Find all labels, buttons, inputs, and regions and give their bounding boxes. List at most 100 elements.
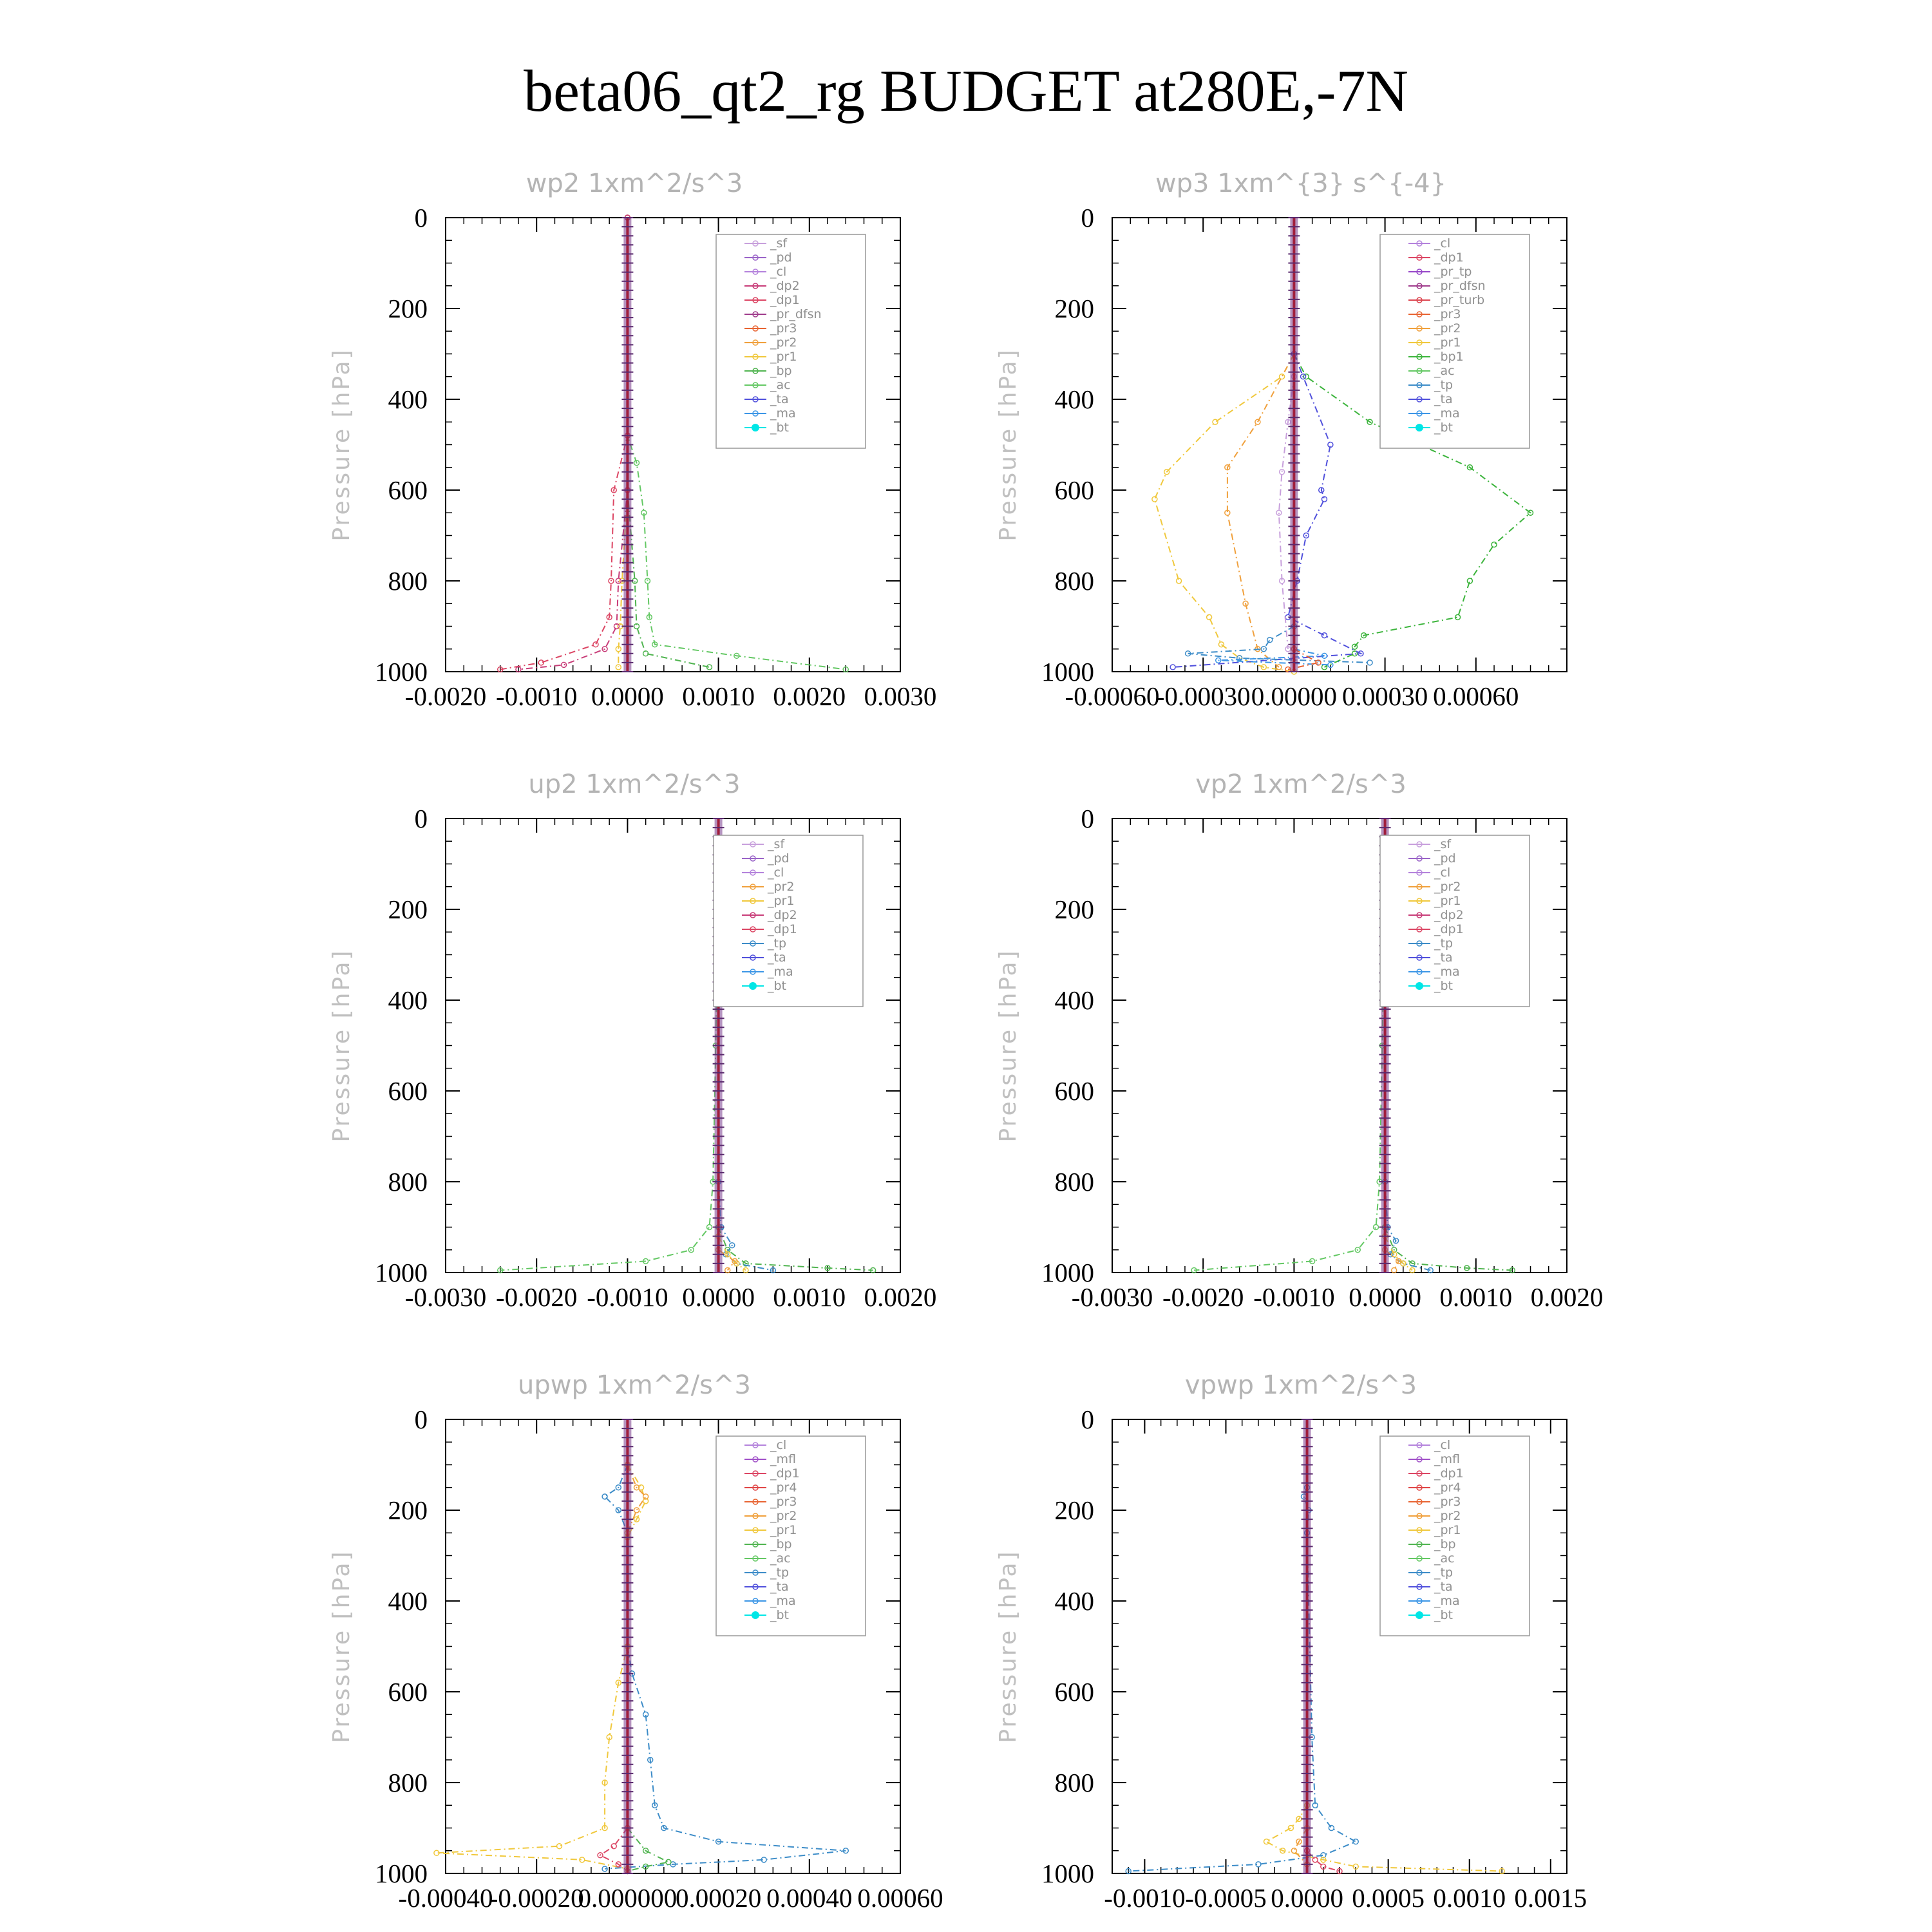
- x-tick-label: 0.0010: [773, 1282, 846, 1312]
- series-line-pr2: [627, 1464, 647, 1533]
- y-tick-label: 1000: [1041, 1859, 1094, 1888]
- panel-title: vpwp 1xm^2/s^3: [1185, 1370, 1417, 1400]
- x-tick-label: 0.0030: [864, 681, 937, 711]
- data-point: [1499, 1868, 1505, 1875]
- legend-label: _dp1: [770, 1466, 800, 1481]
- legend-marker: [752, 1527, 759, 1533]
- data-point: [579, 1857, 585, 1863]
- y-tick-label: 0: [415, 804, 428, 833]
- legend: _cl_dp1_pr_tp_pr_dfsn_pr_turb_pr3_pr2_pr…: [1379, 234, 1530, 449]
- legend-label: _cl: [1434, 236, 1450, 251]
- data-point: [615, 1680, 622, 1686]
- series-line-pr1: [436, 1464, 647, 1870]
- data-point: [1276, 509, 1282, 516]
- data-point: [715, 1838, 722, 1845]
- data-point: [1321, 632, 1328, 639]
- data-point: [1224, 464, 1231, 471]
- legend: _sf_pd_cl_dp2_dp1_pr_dfsn_pr3_pr2_pr1_bp…: [715, 234, 866, 449]
- x-tick-label: 0.00030: [1342, 681, 1428, 711]
- data-point: [1509, 1267, 1516, 1274]
- y-tick-label: 0: [415, 203, 428, 232]
- legend-label: _bt: [1434, 421, 1453, 435]
- legend-label: _pr2: [1434, 321, 1461, 336]
- data-point: [633, 1516, 640, 1522]
- legend-marker: [750, 898, 756, 904]
- figure-title: beta06_qt2_rg BUDGET at280E,-7N: [524, 58, 1408, 124]
- data-point: [601, 1824, 608, 1832]
- data-point: [1358, 650, 1364, 657]
- data-point: [556, 1842, 563, 1850]
- data-point: [1336, 1868, 1343, 1875]
- data-point: [1242, 600, 1249, 607]
- legend-marker: [750, 855, 756, 862]
- x-tick-label: -0.0010: [496, 681, 577, 711]
- legend-marker: [1416, 1442, 1423, 1448]
- legend-label: _dp1: [767, 922, 797, 936]
- legend-marker: [750, 954, 756, 961]
- legend-label: _dp1: [1434, 922, 1464, 936]
- data-point: [1491, 541, 1497, 548]
- legend-label: _dp2: [770, 279, 800, 293]
- y-tick-label: 1000: [375, 1859, 428, 1888]
- data-point: [601, 1493, 608, 1500]
- series-line-ta: [1173, 354, 1363, 668]
- y-tick-label: 600: [388, 1076, 428, 1106]
- legend-label: _pr1: [767, 894, 794, 908]
- y-axis-label: Pressure [hPa]: [328, 1549, 355, 1743]
- data-point: [641, 509, 647, 516]
- data-point: [642, 650, 649, 657]
- series-line-dp1: [1194, 864, 1386, 1271]
- legend: _cl_mfl_dp1_pr4_pr3_pr2_pr1_bp_ac_tp_ta_…: [1379, 1435, 1530, 1636]
- data-point: [706, 664, 713, 670]
- x-tick-label: -0.0030: [1072, 1282, 1153, 1312]
- panel-title: up2 1xm^2/s^3: [528, 770, 740, 799]
- legend-marker: [752, 269, 759, 275]
- legend-marker: [752, 424, 759, 431]
- legend-label: _ac: [1434, 364, 1455, 378]
- panel-title: upwp 1xm^2/s^3: [518, 1370, 751, 1400]
- legend-label: _dp1: [770, 293, 800, 307]
- y-tick-label: 600: [1055, 1677, 1095, 1707]
- legend-label: _ta: [1434, 951, 1453, 965]
- data-point: [601, 1866, 608, 1872]
- legend-label: _sf: [1434, 837, 1452, 851]
- legend-marker: [752, 368, 759, 374]
- data-point: [1170, 664, 1176, 670]
- legend-label: _ma: [770, 1594, 796, 1608]
- legend-box: [1379, 835, 1530, 1007]
- legend-label: _tp: [1434, 1566, 1453, 1580]
- legend-marker: [752, 254, 759, 261]
- legend-label: _pr3: [770, 1495, 797, 1509]
- y-tick-label: 0: [415, 1405, 428, 1434]
- y-tick-label: 400: [1055, 985, 1095, 1015]
- data-point: [1163, 469, 1170, 475]
- x-tick-label: -0.0020: [405, 681, 486, 711]
- series-line-tp: [1128, 1487, 1358, 1872]
- data-point: [1296, 1838, 1302, 1845]
- legend-label: _pd: [770, 251, 792, 265]
- legend-label: _bt: [770, 421, 789, 435]
- y-tick-label: 800: [1055, 566, 1095, 596]
- data-point: [1396, 1258, 1402, 1265]
- legend-marker: [752, 354, 759, 360]
- panel-title: wp2 1xm^2/s^3: [526, 169, 743, 198]
- data-point: [732, 1258, 738, 1265]
- legend-label: _bt: [767, 979, 786, 993]
- x-tick-label: -0.0030: [405, 1282, 486, 1312]
- y-tick-label: 200: [1055, 294, 1095, 323]
- x-tick-label: 0.0015: [1514, 1883, 1587, 1913]
- data-point: [642, 1258, 649, 1265]
- legend-marker: [1416, 1484, 1423, 1491]
- data-point: [1224, 509, 1231, 516]
- series-line-dp1: [500, 864, 719, 1271]
- legend-label: _pr_turb: [1434, 293, 1484, 307]
- data-point: [724, 1251, 731, 1258]
- data-point: [433, 1850, 440, 1857]
- legend-marker: [1416, 325, 1423, 332]
- legend-marker: [752, 396, 759, 402]
- series-line-cl: [1278, 376, 1295, 649]
- y-tick-label: 1000: [1041, 1258, 1094, 1287]
- legend-marker: [1416, 1456, 1423, 1463]
- data-point: [1466, 578, 1473, 584]
- legend-marker: [750, 969, 756, 975]
